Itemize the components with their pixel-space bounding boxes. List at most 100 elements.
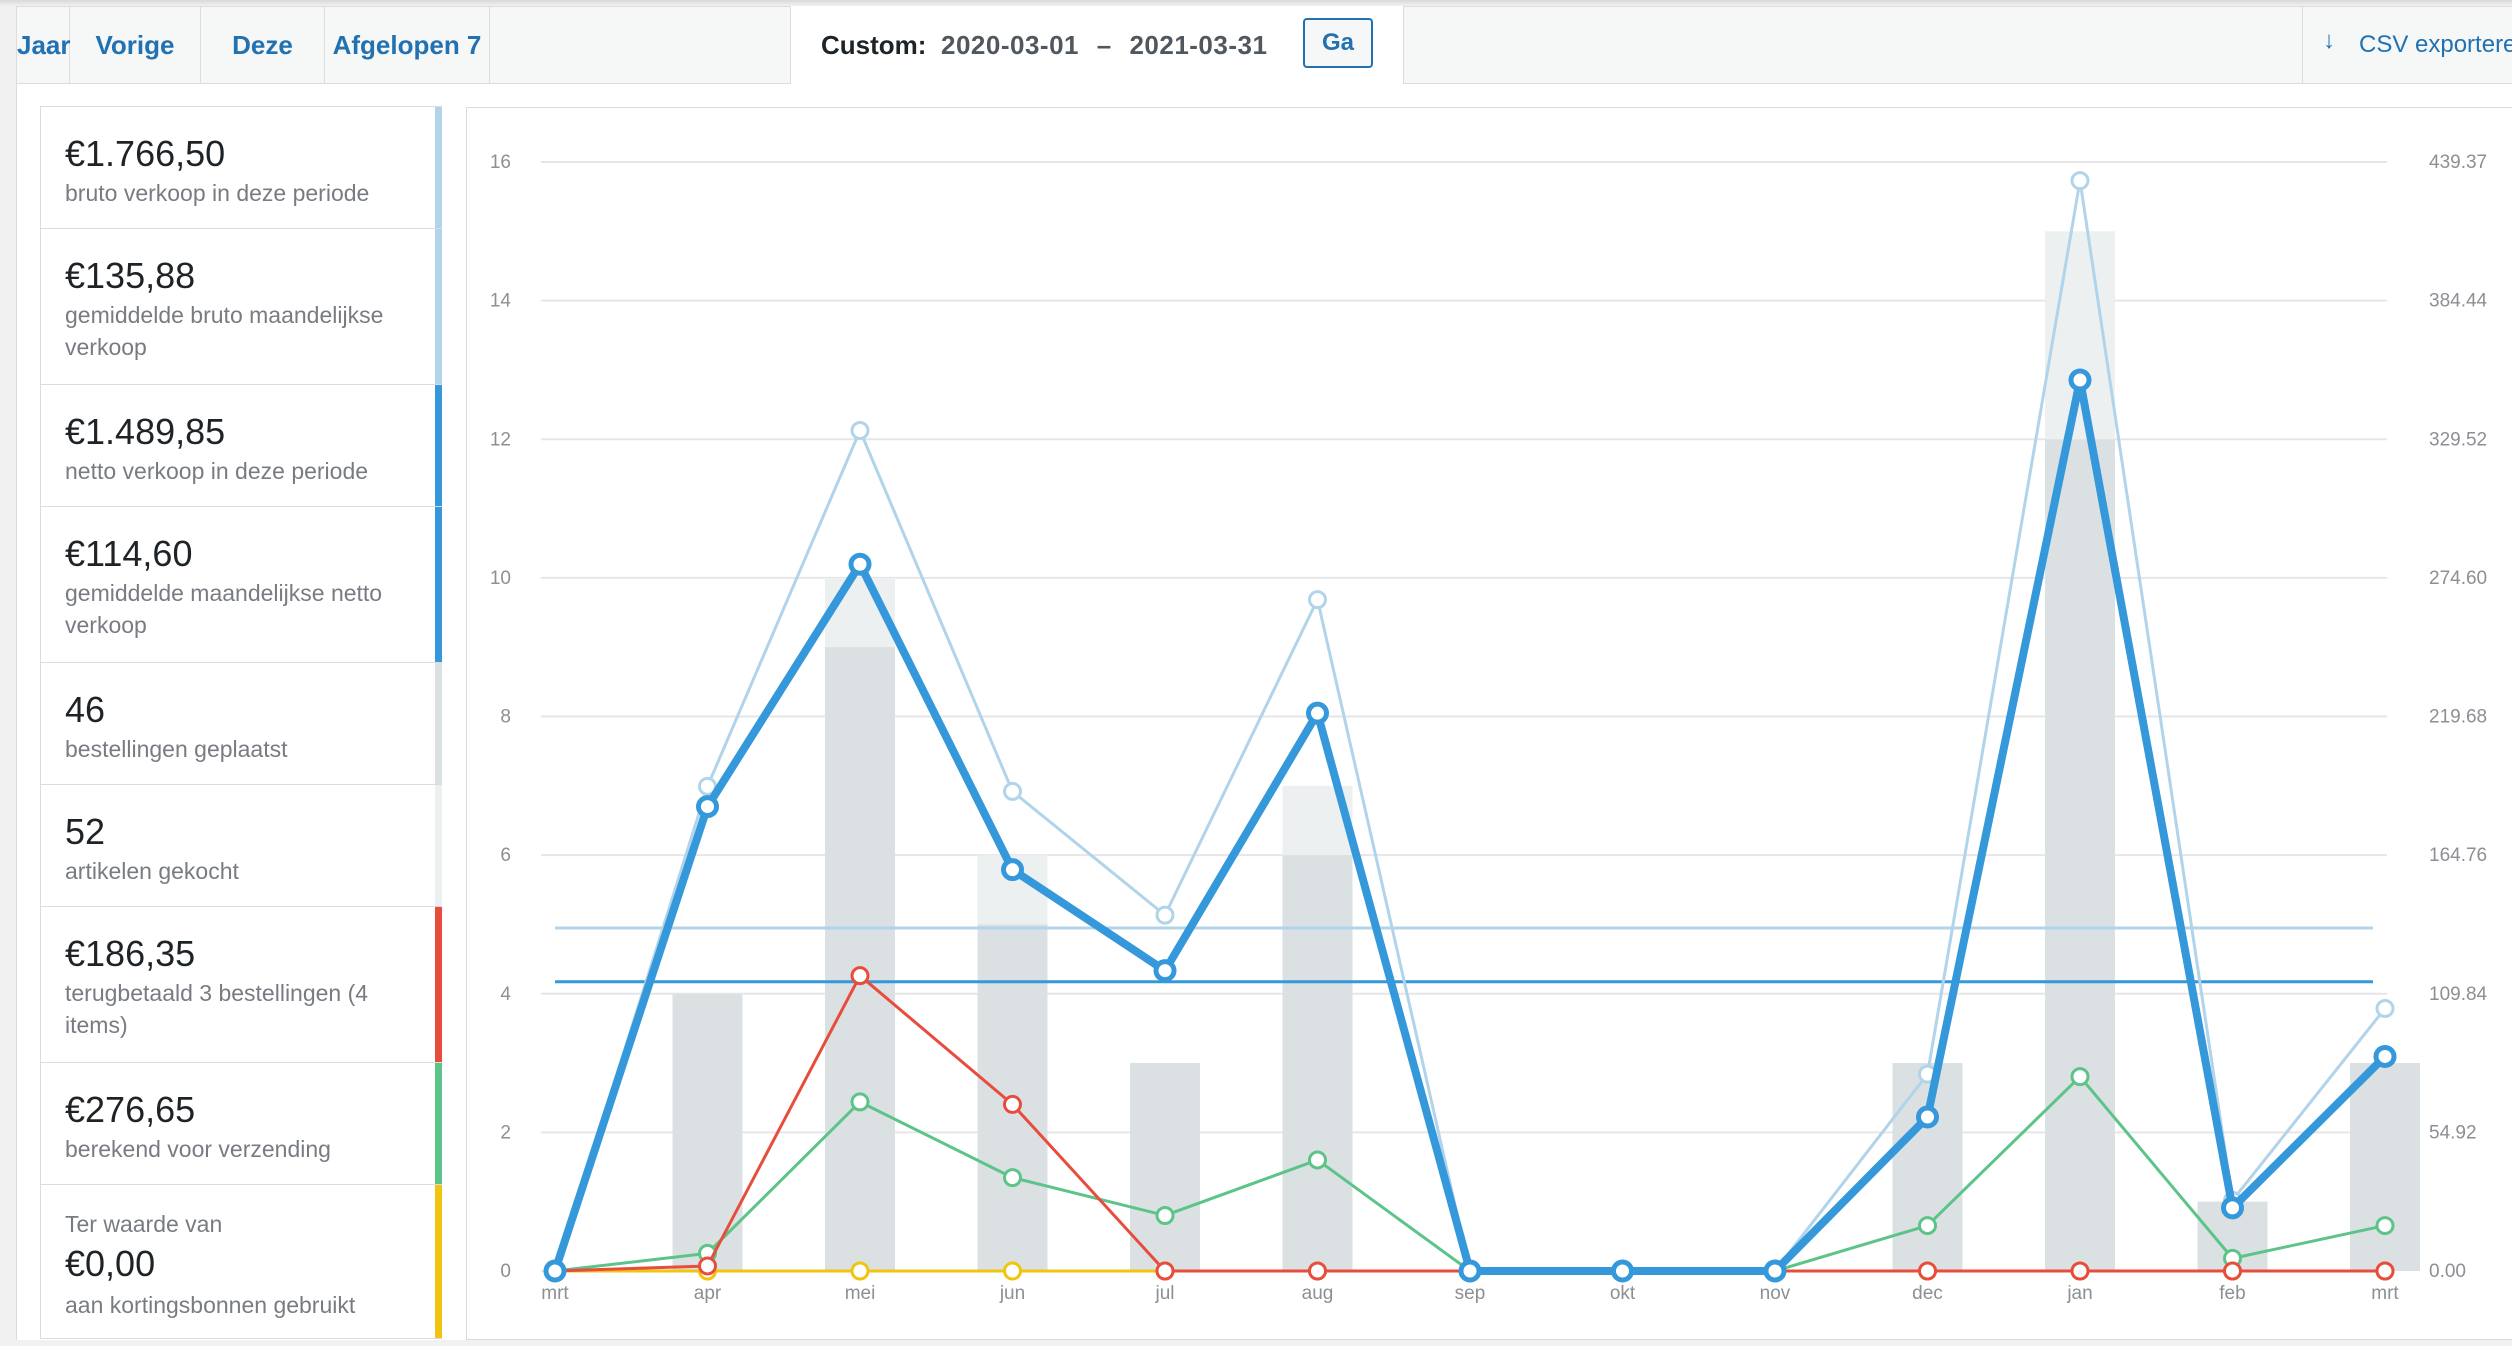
legend-desc: gemiddelde bruto maandelijkse verkoop [65, 302, 384, 360]
legend-amount: €114,60 [65, 533, 193, 574]
y-left-tick-label: 6 [500, 845, 511, 866]
tab-jaar[interactable]: Jaar [17, 7, 71, 84]
bar-bestellingen-geplaatst [825, 647, 895, 1271]
bar-bestellingen-geplaatst [1282, 855, 1353, 1271]
x-tick-label: okt [1610, 1283, 1636, 1304]
x-tick-label: jun [999, 1283, 1025, 1304]
series-point [1918, 1216, 1937, 1236]
series-point [2375, 998, 2395, 1018]
y-right-tick-label: 54.92 [2429, 1122, 2477, 1143]
sales-chart[interactable]: 0 0.00 2 54.92 4 109.84 6 164.76 8 219.68 10 274.60… [467, 108, 2512, 1341]
legend-desc: terugbetaald 3 bestellingen (4 items) [65, 980, 369, 1038]
custom-label: Custom: [821, 30, 927, 60]
x-tick-label: mei [845, 1283, 876, 1304]
date-from-input[interactable]: 2020-03-01 [941, 30, 1079, 60]
x-tick-label: mrt [2371, 1283, 2399, 1304]
x-tick-label: aug [1302, 1283, 1334, 1304]
series-point [2223, 1261, 2242, 1281]
sales-chart-area: 0 0.00 2 54.92 4 109.84 6 164.76 8 219.68 10 274.60… [466, 107, 2512, 1340]
csv-export-button[interactable]: ↓ CSV exporteren [2302, 7, 2512, 84]
chart-legend: €1.766,50 bruto verkoop in deze periode … [40, 106, 442, 1339]
download-arrow-icon: ↓ [2323, 27, 2335, 54]
series-point [1611, 1259, 1634, 1283]
legend-item-avg-net-sales[interactable]: €114,60 gemiddelde maandelijkse netto ve… [40, 506, 442, 663]
custom-date-range[interactable]: 2020-03-01 – 2021-03-31 [941, 30, 1267, 61]
legend-amount: 52 [65, 811, 106, 852]
series-point [850, 1261, 870, 1281]
legend-desc: gemiddelde maandelijkse netto verkoop [65, 580, 383, 638]
bar-bestellingen-geplaatst [1130, 1063, 1200, 1271]
series-point [1308, 1261, 1327, 1281]
series-point [1306, 701, 1329, 725]
legend-desc: aan kortingsbonnen gebruikt [65, 1292, 356, 1318]
legend-amount: 46 [65, 689, 106, 730]
legend-amount: €1.766,50 [65, 133, 226, 174]
tab-vorige-maand[interactable]: Vorige maand [70, 7, 201, 136]
series-point [1155, 905, 1175, 925]
bar-bestellingen-geplaatst [2045, 439, 2115, 1271]
y-left-tick-label: 0 [500, 1261, 511, 1282]
y-left-tick-label: 14 [490, 291, 512, 312]
legend-amount: €276,65 [65, 1089, 196, 1130]
series-point [2070, 1261, 2090, 1281]
series-point [1458, 1259, 1482, 1283]
series-point [2221, 1196, 2244, 1220]
top-shadow [0, 0, 2512, 6]
legend-color-bar [435, 229, 442, 384]
series-point [696, 795, 719, 819]
legend-color-bar [435, 907, 442, 1062]
bar-bestellingen-geplaatst [1892, 1063, 1963, 1271]
legend-item-gross-sales[interactable]: €1.766,50 bruto verkoop in deze periode [40, 106, 442, 229]
y-right-tick-label: 439.37 [2429, 152, 2487, 173]
date-range-tabs: Jaar Vorige maand Deze maand Afgelopen 7… [16, 6, 2512, 136]
y-right-tick-label: 219.68 [2429, 707, 2487, 728]
legend-item-shipping[interactable]: €276,65 berekend voor verzending [40, 1062, 442, 1185]
series-point [1001, 858, 1024, 882]
legend-amount: €135,88 [65, 255, 196, 296]
y-left-tick-label: 10 [490, 568, 511, 589]
legend-item-orders[interactable]: 46 bestellingen geplaatst [40, 662, 442, 785]
legend-item-coupons[interactable]: Ter waarde van €0,00 aan kortingsbonnen … [40, 1184, 442, 1339]
x-tick-label: dec [1912, 1283, 1943, 1304]
series-point [1155, 1261, 1175, 1281]
y-left-tick-label: 16 [490, 152, 511, 173]
legend-amount: €186,35 [65, 933, 196, 974]
series-point [850, 1092, 870, 1112]
tab-custom[interactable]: Custom: 2020-03-01 – 2021-03-31 Ga [790, 6, 1404, 92]
legend-color-bar [435, 785, 442, 906]
series-point [2070, 171, 2090, 191]
series-point [1003, 1261, 1022, 1281]
legend-amount: €1.489,85 [65, 411, 226, 452]
series-point [2068, 368, 2092, 392]
legend-item-avg-gross-sales[interactable]: €135,88 gemiddelde bruto maandelijkse ve… [40, 228, 442, 385]
x-tick-label: jul [1154, 1283, 1174, 1304]
legend-desc: artikelen gekocht [65, 858, 239, 884]
tab-afgelopen-7-dagen[interactable]: Afgelopen 7 dagen [325, 7, 490, 136]
series-point [1916, 1105, 1939, 1129]
x-tick-label: feb [2219, 1283, 2245, 1304]
legend-color-bar [435, 507, 442, 662]
legend-color-bar [435, 385, 442, 506]
y-left-tick-label: 2 [500, 1122, 511, 1143]
series-point [1003, 781, 1022, 801]
date-to-input[interactable]: 2021-03-31 [1129, 30, 1268, 60]
series-point [543, 1259, 567, 1283]
x-tick-label: apr [694, 1283, 722, 1304]
series-point [1763, 1259, 1787, 1283]
ga-button[interactable]: Ga [1303, 18, 1373, 68]
bar-bestellingen-geplaatst [672, 993, 743, 1271]
legend-item-refunds[interactable]: €186,35 terugbetaald 3 bestellingen (4 i… [40, 906, 442, 1063]
legend-item-items[interactable]: 52 artikelen gekocht [40, 784, 442, 907]
y-right-tick-label: 109.84 [2429, 984, 2488, 1005]
legend-item-net-sales[interactable]: €1.489,85 netto verkoop in deze periode [40, 384, 442, 507]
legend-color-bar [435, 663, 442, 784]
y-right-tick-label: 329.52 [2429, 429, 2487, 450]
y-left-tick-label: 4 [500, 984, 511, 1005]
legend-desc: bruto verkoop in deze periode [65, 180, 370, 206]
series-point [850, 966, 870, 986]
y-left-tick-label: 8 [500, 707, 511, 728]
tab-deze-maand[interactable]: Deze maand [201, 7, 325, 136]
legend-color-bar [435, 1185, 442, 1338]
x-tick-label: sep [1455, 1283, 1486, 1304]
y-right-tick-label: 384.44 [2429, 291, 2488, 312]
